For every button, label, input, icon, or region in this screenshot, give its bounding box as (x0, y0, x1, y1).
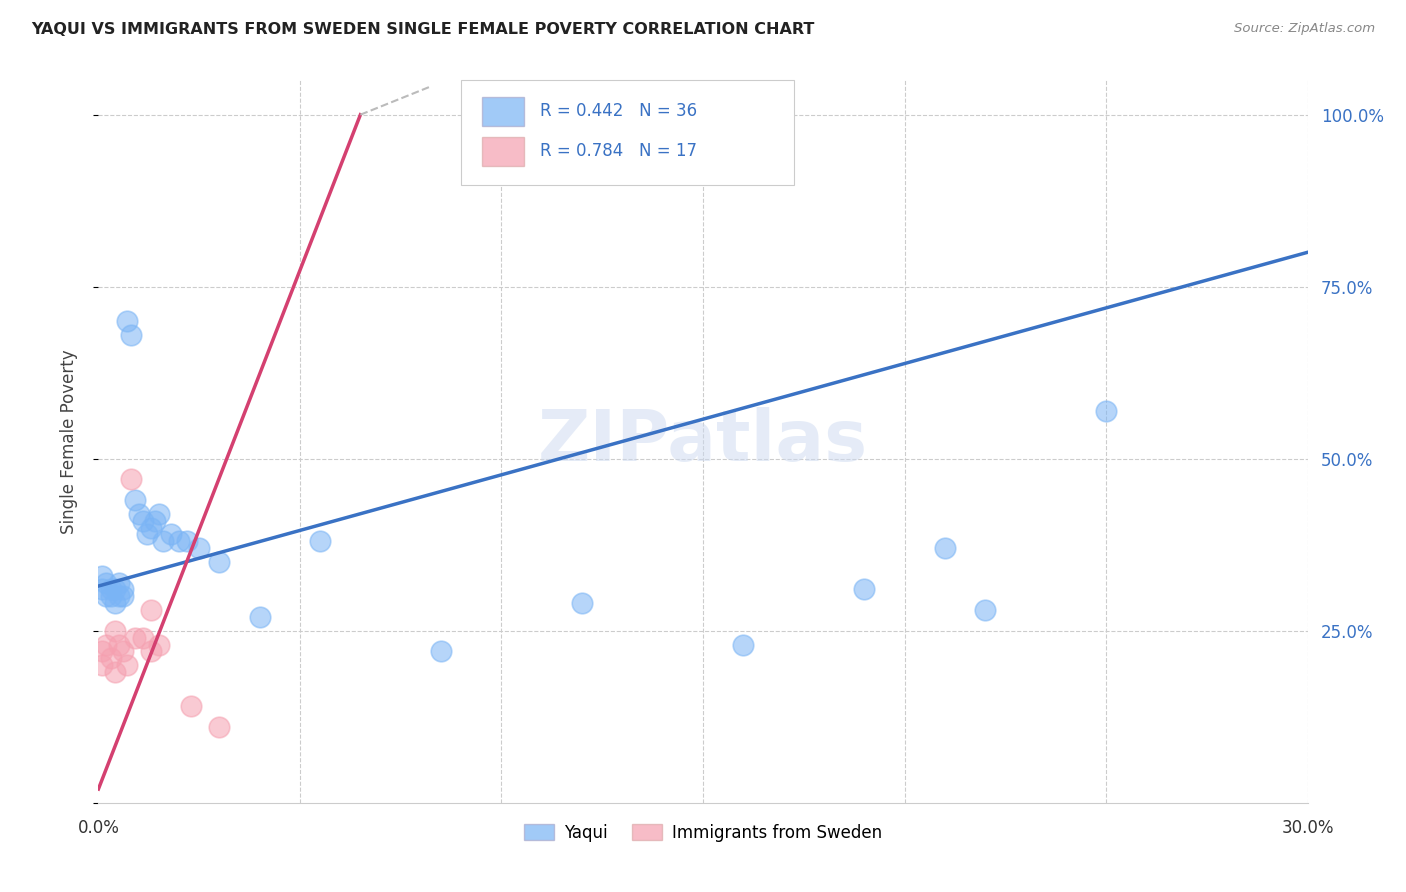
Yaqui (1095, 403, 1118, 417)
Yaqui (124, 493, 146, 508)
Yaqui (152, 534, 174, 549)
Yaqui (111, 582, 134, 597)
Yaqui (733, 638, 755, 652)
Yaqui (974, 603, 997, 617)
Yaqui (96, 575, 118, 590)
Immigrants from Sweden (148, 638, 170, 652)
Yaqui (135, 527, 157, 541)
Yaqui (120, 327, 142, 342)
Text: Source: ZipAtlas.com: Source: ZipAtlas.com (1234, 22, 1375, 36)
Yaqui (249, 610, 271, 624)
Immigrants from Sweden (96, 638, 118, 652)
Yaqui (115, 314, 138, 328)
Yaqui (139, 520, 162, 534)
Yaqui (208, 555, 231, 569)
Immigrants from Sweden (124, 631, 146, 645)
Text: R = 0.784   N = 17: R = 0.784 N = 17 (540, 142, 697, 160)
Yaqui (160, 527, 183, 541)
Y-axis label: Single Female Poverty: Single Female Poverty (59, 350, 77, 533)
Immigrants from Sweden (180, 699, 202, 714)
FancyBboxPatch shape (461, 80, 793, 185)
Legend: Yaqui, Immigrants from Sweden: Yaqui, Immigrants from Sweden (517, 817, 889, 848)
Yaqui (430, 644, 453, 658)
Yaqui (103, 582, 125, 597)
Yaqui (96, 590, 118, 604)
Yaqui (103, 596, 125, 610)
Yaqui (148, 507, 170, 521)
Immigrants from Sweden (91, 658, 114, 673)
Immigrants from Sweden (115, 658, 138, 673)
Immigrants from Sweden (103, 624, 125, 638)
FancyBboxPatch shape (482, 136, 524, 166)
Yaqui (934, 541, 956, 556)
Yaqui (91, 582, 114, 597)
Immigrants from Sweden (132, 631, 155, 645)
Yaqui (111, 590, 134, 604)
Yaqui (132, 514, 155, 528)
Yaqui (100, 590, 122, 604)
Yaqui (188, 541, 211, 556)
Text: YAQUI VS IMMIGRANTS FROM SWEDEN SINGLE FEMALE POVERTY CORRELATION CHART: YAQUI VS IMMIGRANTS FROM SWEDEN SINGLE F… (31, 22, 814, 37)
Yaqui (107, 590, 129, 604)
Immigrants from Sweden (139, 644, 162, 658)
FancyBboxPatch shape (482, 97, 524, 126)
Yaqui (107, 575, 129, 590)
Immigrants from Sweden (107, 638, 129, 652)
Yaqui (176, 534, 198, 549)
Yaqui (167, 534, 190, 549)
Immigrants from Sweden (208, 720, 231, 734)
Yaqui (853, 582, 876, 597)
Text: R = 0.442   N = 36: R = 0.442 N = 36 (540, 103, 697, 120)
Immigrants from Sweden (103, 665, 125, 679)
Yaqui (100, 582, 122, 597)
Text: ZIPatlas: ZIPatlas (538, 407, 868, 476)
Immigrants from Sweden (111, 644, 134, 658)
Yaqui (143, 514, 166, 528)
Immigrants from Sweden (100, 651, 122, 665)
Yaqui (128, 507, 150, 521)
Immigrants from Sweden (139, 603, 162, 617)
Yaqui (309, 534, 332, 549)
Immigrants from Sweden (91, 644, 114, 658)
Immigrants from Sweden (120, 472, 142, 486)
Yaqui (571, 596, 593, 610)
Yaqui (91, 568, 114, 582)
